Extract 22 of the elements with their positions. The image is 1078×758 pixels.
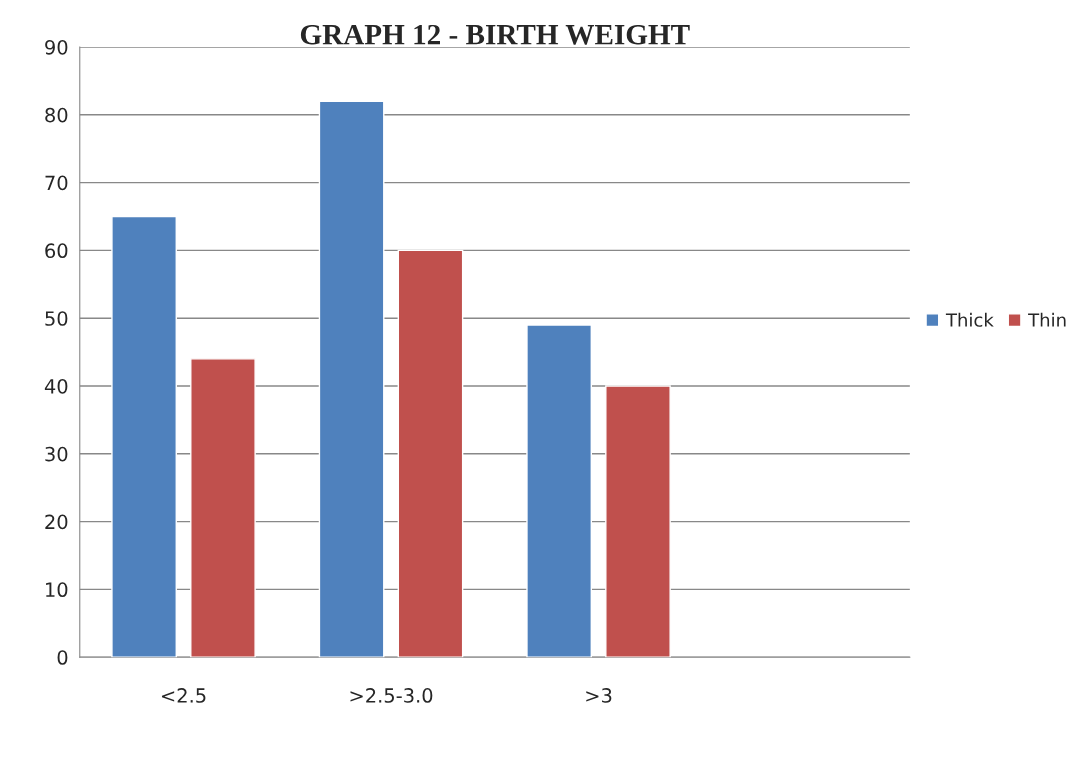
chart-title: GRAPH 12 - BIRTH WEIGHT (300, 24, 690, 45)
y-tick-label: 20 (45, 514, 68, 530)
legend-label: Thin (1028, 312, 1066, 327)
bar (318, 100, 385, 658)
y-tick-label: 90 (45, 39, 68, 55)
y-tick-label: 80 (45, 107, 68, 123)
y-tick-label: 40 (44, 378, 68, 394)
x-tick-label: >3 (586, 688, 612, 703)
y-tick-label: 30 (45, 446, 68, 462)
y-tick-label: 10 (46, 582, 68, 598)
y-tick-label: 70 (45, 175, 68, 191)
x-tick-label: >2.5-3.0 (350, 688, 433, 703)
bar (111, 215, 177, 658)
x-tick-label: <2.5 (161, 688, 206, 703)
legend-label: Thick (945, 312, 994, 327)
y-tick-label: 0 (57, 650, 68, 665)
y-tick-label: 60 (45, 243, 68, 259)
bar (605, 385, 671, 658)
bar (190, 358, 256, 658)
y-tick-label: 50 (45, 311, 68, 326)
bar (526, 324, 592, 658)
bar (397, 249, 464, 658)
